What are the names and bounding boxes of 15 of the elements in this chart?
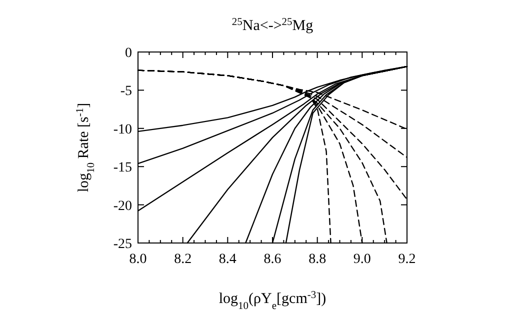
y-tick-label: -5 xyxy=(120,84,132,100)
y-tick-label: -10 xyxy=(113,122,132,138)
y-tick-label: 0 xyxy=(125,46,132,61)
chart-title: $^{25}$Na<->$^{25}$Mg xyxy=(232,16,314,34)
x-tick-label: 8.2 xyxy=(174,252,192,267)
y-tick-label: -15 xyxy=(113,160,132,176)
x-axis-title: log$_{10}$(ρY$_{e}$[gcm$^{-3}$]) xyxy=(218,290,326,312)
y-tick-label: -25 xyxy=(113,237,132,252)
y-tick-label: -20 xyxy=(113,198,132,214)
x-tick-label: 9.0 xyxy=(353,252,371,267)
x-tick-label: 8.0 xyxy=(129,252,147,267)
x-tick-label: 8.6 xyxy=(264,252,282,267)
x-tick-label: 9.2 xyxy=(398,252,416,267)
x-tick-label: 8.4 xyxy=(218,252,236,267)
x-tick-label: 8.8 xyxy=(308,252,326,267)
